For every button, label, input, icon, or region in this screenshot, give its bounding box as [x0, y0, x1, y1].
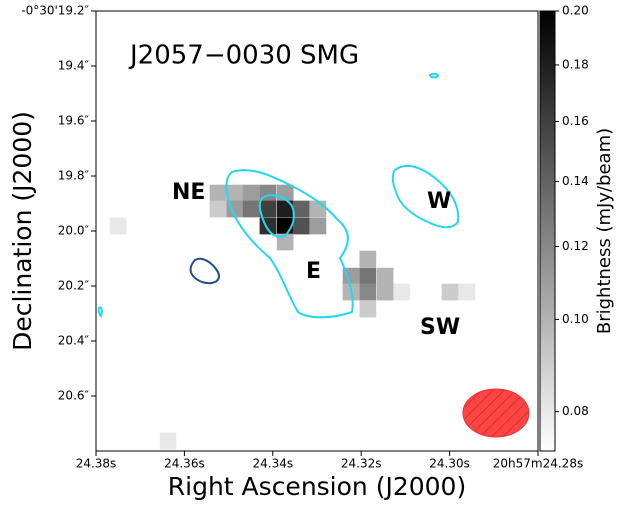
pixel	[293, 218, 310, 235]
pixel	[210, 201, 227, 218]
pixel	[377, 268, 394, 285]
x-tick-label: 24.36s	[164, 457, 205, 471]
pixel	[359, 284, 376, 301]
pixel	[243, 185, 260, 202]
colorbar-tick-label: 0.20	[562, 4, 589, 18]
pixel	[210, 185, 227, 202]
pixel	[110, 218, 127, 235]
contour	[430, 74, 438, 77]
y-tick-label: 20.4″	[58, 334, 90, 348]
annotation: W	[427, 189, 451, 214]
x-axis-label: Right Ascension (J2000)	[168, 472, 466, 501]
pixel	[458, 284, 475, 301]
pixel	[359, 301, 376, 318]
y-tick-label: -0°30'19.2″	[21, 4, 89, 18]
contour	[191, 259, 219, 283]
pixel	[359, 268, 376, 285]
pixel	[310, 218, 327, 235]
contour	[99, 307, 102, 316]
contours	[99, 74, 459, 317]
pixel	[243, 201, 260, 218]
colorbar-tick-label: 0.18	[562, 57, 589, 71]
chart: J2057−0030 SMG NE E W SW Right Ascension…	[0, 0, 619, 508]
pixel	[394, 284, 411, 301]
colorbar-tick-label: 0.10	[562, 312, 589, 326]
colorbar-tick-label: 0.08	[562, 404, 589, 418]
beam	[463, 389, 529, 437]
colorbar-label: Brightness (mJy/beam)	[594, 128, 615, 334]
y-tick-label: 19.6″	[58, 114, 90, 128]
pixel	[377, 284, 394, 301]
chart-title: J2057−0030 SMG	[128, 41, 359, 71]
colorbar-tick-label: 0.16	[562, 114, 589, 128]
y-tick-label: 19.4″	[58, 59, 90, 73]
pixel	[442, 284, 459, 301]
pixel	[359, 251, 376, 268]
pixel	[310, 201, 327, 218]
x-tick-label: 24.32s	[341, 457, 382, 471]
x-tick-label: 20h57m24.28s	[493, 457, 583, 471]
annotation: E	[306, 259, 321, 284]
annotation: SW	[420, 315, 460, 340]
y-tick-label: 20.2″	[58, 279, 90, 293]
pixel	[293, 201, 310, 218]
colorbar-tick-label: 0.12	[562, 239, 589, 253]
x-tick-label: 24.38s	[76, 457, 117, 471]
pixel	[260, 218, 277, 235]
annotation: NE	[172, 180, 205, 205]
y-tick-label: 19.8″	[58, 169, 90, 183]
y-axis-label: Declination (J2000)	[8, 111, 37, 351]
pixel	[160, 433, 177, 450]
colorbar	[540, 11, 555, 451]
x-tick-label: 24.34s	[252, 457, 293, 471]
y-tick-label: 20.6″	[58, 389, 90, 403]
y-tick-label: 20.0″	[58, 224, 90, 238]
x-tick-label: 24.30s	[429, 457, 470, 471]
colorbar-tick-label: 0.14	[562, 174, 589, 188]
